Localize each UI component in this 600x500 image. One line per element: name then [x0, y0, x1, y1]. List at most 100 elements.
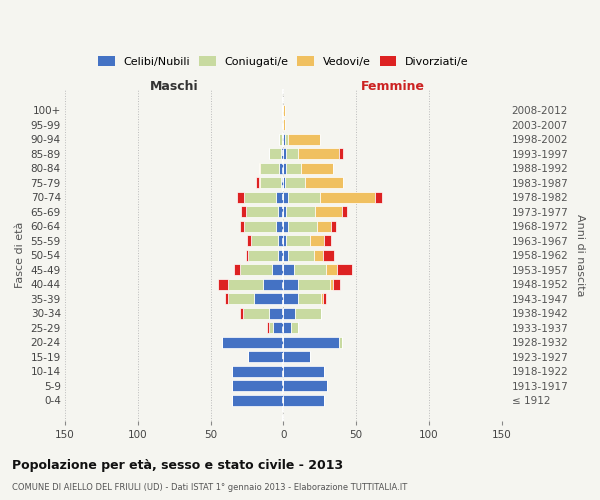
Bar: [263, 278, 283, 290]
Bar: [254, 293, 283, 304]
Bar: [323, 293, 326, 304]
Bar: [290, 322, 298, 334]
Bar: [245, 250, 248, 261]
Bar: [256, 177, 259, 188]
Bar: [283, 177, 285, 188]
Bar: [283, 250, 288, 261]
Bar: [283, 162, 286, 174]
Bar: [341, 206, 347, 218]
Bar: [288, 250, 314, 261]
Bar: [283, 336, 339, 348]
Bar: [268, 322, 269, 334]
Bar: [337, 264, 352, 276]
Bar: [283, 366, 324, 377]
Bar: [283, 264, 293, 276]
Text: Maschi: Maschi: [150, 80, 199, 93]
Bar: [283, 380, 327, 392]
Bar: [276, 192, 283, 203]
Y-axis label: Fasce di età: Fasce di età: [15, 222, 25, 288]
Bar: [283, 322, 290, 334]
Y-axis label: Anni di nascita: Anni di nascita: [575, 214, 585, 296]
Bar: [242, 308, 269, 319]
Bar: [283, 206, 286, 218]
Bar: [240, 308, 242, 319]
Bar: [314, 250, 323, 261]
Bar: [260, 177, 281, 188]
Bar: [241, 206, 245, 218]
Bar: [228, 278, 263, 290]
Bar: [272, 264, 283, 276]
Bar: [276, 220, 283, 232]
Bar: [288, 134, 320, 145]
Bar: [283, 351, 310, 362]
Bar: [225, 293, 228, 304]
Bar: [259, 177, 260, 188]
Bar: [244, 220, 276, 232]
Bar: [283, 192, 288, 203]
Bar: [278, 250, 283, 261]
Bar: [288, 220, 317, 232]
Bar: [339, 148, 343, 160]
Bar: [222, 336, 283, 348]
Bar: [375, 192, 382, 203]
Bar: [234, 264, 240, 276]
Bar: [282, 104, 283, 116]
Bar: [281, 177, 283, 188]
Bar: [298, 148, 339, 160]
Bar: [286, 235, 310, 246]
Bar: [330, 278, 333, 290]
Legend: Celibi/Nubili, Coniugati/e, Vedovi/e, Divorziati/e: Celibi/Nubili, Coniugati/e, Vedovi/e, Di…: [94, 52, 473, 72]
Bar: [232, 380, 283, 392]
Bar: [316, 206, 341, 218]
Bar: [286, 206, 316, 218]
Bar: [286, 148, 298, 160]
Bar: [232, 394, 283, 406]
Bar: [269, 322, 273, 334]
Bar: [248, 250, 278, 261]
Bar: [293, 264, 326, 276]
Bar: [321, 293, 323, 304]
Bar: [273, 322, 283, 334]
Bar: [228, 293, 254, 304]
Bar: [283, 148, 286, 160]
Bar: [237, 192, 244, 203]
Bar: [283, 394, 324, 406]
Bar: [232, 366, 283, 377]
Bar: [281, 148, 283, 160]
Bar: [269, 148, 281, 160]
Bar: [283, 119, 285, 130]
Bar: [245, 206, 278, 218]
Bar: [310, 235, 324, 246]
Bar: [269, 308, 283, 319]
Bar: [283, 134, 285, 145]
Bar: [260, 162, 279, 174]
Bar: [283, 278, 298, 290]
Bar: [288, 192, 320, 203]
Bar: [248, 351, 283, 362]
Bar: [240, 220, 244, 232]
Bar: [333, 278, 340, 290]
Bar: [278, 235, 283, 246]
Bar: [278, 206, 283, 218]
Bar: [305, 177, 343, 188]
Bar: [283, 308, 295, 319]
Bar: [285, 134, 288, 145]
Bar: [283, 235, 286, 246]
Bar: [317, 220, 331, 232]
Bar: [331, 220, 336, 232]
Bar: [218, 278, 228, 290]
Text: Popolazione per età, sesso e stato civile - 2013: Popolazione per età, sesso e stato civil…: [12, 460, 343, 472]
Bar: [285, 177, 305, 188]
Text: COMUNE DI AIELLO DEL FRIULI (UD) - Dati ISTAT 1° gennaio 2013 - Elaborazione TUT: COMUNE DI AIELLO DEL FRIULI (UD) - Dati …: [12, 484, 407, 492]
Bar: [279, 162, 283, 174]
Bar: [286, 162, 301, 174]
Bar: [283, 104, 285, 116]
Text: Femmine: Femmine: [361, 80, 425, 93]
Bar: [240, 264, 272, 276]
Bar: [339, 336, 341, 348]
Bar: [326, 264, 337, 276]
Bar: [323, 250, 334, 261]
Bar: [282, 134, 283, 145]
Bar: [259, 162, 260, 174]
Bar: [251, 235, 278, 246]
